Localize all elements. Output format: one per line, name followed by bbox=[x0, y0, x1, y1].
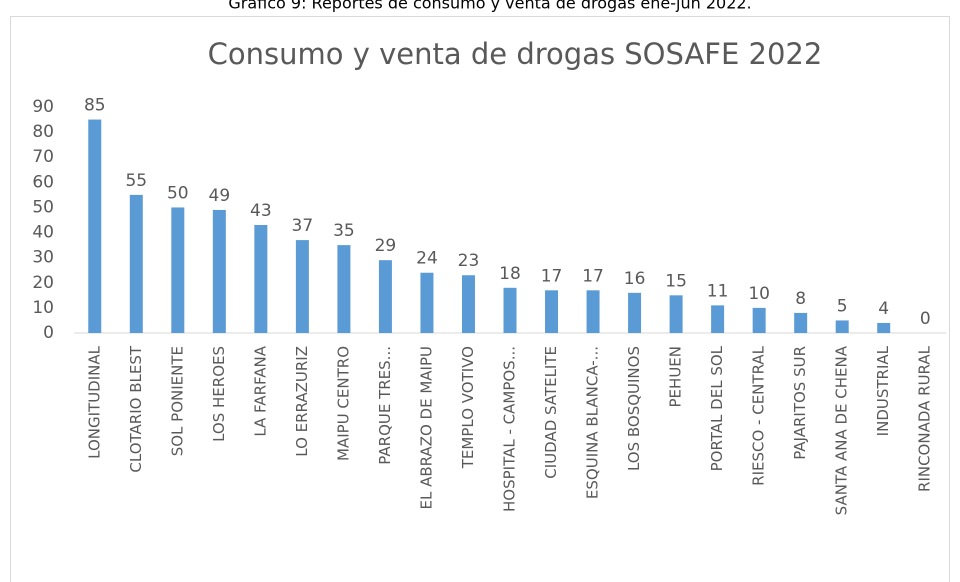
y-tick-label: 70 bbox=[32, 147, 54, 167]
bar bbox=[420, 272, 434, 333]
x-tick-label: INDUSTRIAL bbox=[874, 345, 892, 436]
y-tick-label: 90 bbox=[32, 97, 54, 117]
data-label: 24 bbox=[416, 249, 438, 269]
bar bbox=[337, 245, 351, 333]
x-tick-label: LA FARFANA bbox=[251, 345, 269, 436]
data-label: 55 bbox=[125, 171, 147, 191]
bar bbox=[794, 312, 808, 333]
x-tick-label: TEMPLO VOTIVO bbox=[459, 346, 477, 469]
figure-caption: Gráfico 9: Reportes de consumo y venta d… bbox=[228, 0, 751, 13]
data-label: 43 bbox=[250, 201, 272, 221]
bar bbox=[129, 194, 143, 333]
x-tick-label: HOSPITAL - CAMPOS... bbox=[501, 346, 519, 512]
bar bbox=[295, 240, 309, 333]
x-tick-label: PARQUE TRES... bbox=[376, 346, 394, 465]
data-label: 29 bbox=[375, 236, 397, 256]
x-tick-label: PAJARITOS SUR bbox=[791, 346, 809, 460]
x-tick-label: LONGITUDINAL bbox=[85, 345, 103, 458]
data-label: 17 bbox=[582, 266, 604, 286]
bar bbox=[586, 290, 600, 333]
data-label: 10 bbox=[748, 284, 770, 304]
data-label: 50 bbox=[167, 183, 189, 203]
bar bbox=[711, 305, 725, 333]
x-tick-label: ESQUINA BLANCA-... bbox=[584, 346, 602, 499]
data-label: 37 bbox=[292, 216, 314, 236]
y-tick-label: 60 bbox=[32, 172, 54, 192]
data-label: 16 bbox=[624, 269, 646, 289]
bar bbox=[171, 207, 185, 333]
bar bbox=[254, 225, 268, 333]
x-tick-label: PORTAL DEL SOL bbox=[708, 345, 726, 471]
x-tick-label: SANTA ANA DE CHENA bbox=[833, 345, 851, 515]
bar bbox=[669, 295, 683, 333]
x-tick-label: MAIPU CENTRO bbox=[334, 346, 352, 461]
bar bbox=[752, 307, 766, 333]
x-tick-label: LOS HEROES bbox=[210, 346, 228, 442]
bar bbox=[88, 119, 102, 333]
data-label: 49 bbox=[209, 186, 231, 206]
bar bbox=[378, 260, 392, 333]
x-tick-label: LO ERRAZURIZ bbox=[293, 346, 311, 457]
x-tick-label: LOS BOSQUINOS bbox=[625, 346, 643, 471]
chart-title: Consumo y venta de drogas SOSAFE 2022 bbox=[208, 37, 823, 71]
data-label: 5 bbox=[837, 296, 848, 316]
data-label: 4 bbox=[878, 299, 889, 319]
data-label: 23 bbox=[458, 251, 480, 271]
chart-frame bbox=[10, 16, 950, 582]
bar bbox=[461, 275, 475, 333]
x-tick-label: PEHUEN bbox=[667, 346, 685, 407]
y-tick-label: 80 bbox=[32, 122, 54, 142]
bar bbox=[628, 292, 642, 333]
data-label: 11 bbox=[707, 281, 729, 301]
x-tick-label: EL ABRAZO DE MAIPU bbox=[417, 346, 435, 510]
y-tick-label: 30 bbox=[32, 248, 54, 268]
bar bbox=[835, 320, 849, 333]
x-tick-label: CLOTARIO BLEST bbox=[127, 345, 145, 472]
x-tick-label: RIESCO - CENTRAL bbox=[750, 345, 768, 485]
data-label: 15 bbox=[665, 271, 687, 291]
y-tick-label: 20 bbox=[32, 273, 54, 293]
data-label: 18 bbox=[499, 264, 521, 284]
data-label: 35 bbox=[333, 221, 355, 241]
y-tick-label: 50 bbox=[32, 197, 54, 217]
data-label: 85 bbox=[84, 96, 106, 116]
x-tick-label: CIUDAD SATELITE bbox=[542, 346, 560, 479]
bar bbox=[545, 290, 559, 333]
bar bbox=[212, 209, 226, 333]
x-tick-label: RINCONADA RURAL bbox=[916, 345, 934, 492]
bar bbox=[503, 287, 517, 333]
bar bbox=[877, 322, 891, 333]
x-tick-label: SOL PONIENTE bbox=[168, 346, 186, 456]
y-tick-label: 0 bbox=[43, 323, 54, 343]
data-label: 0 bbox=[920, 309, 931, 329]
data-label: 17 bbox=[541, 266, 563, 286]
data-label: 8 bbox=[795, 289, 806, 309]
y-tick-label: 10 bbox=[32, 298, 54, 318]
y-tick-label: 40 bbox=[32, 223, 54, 243]
